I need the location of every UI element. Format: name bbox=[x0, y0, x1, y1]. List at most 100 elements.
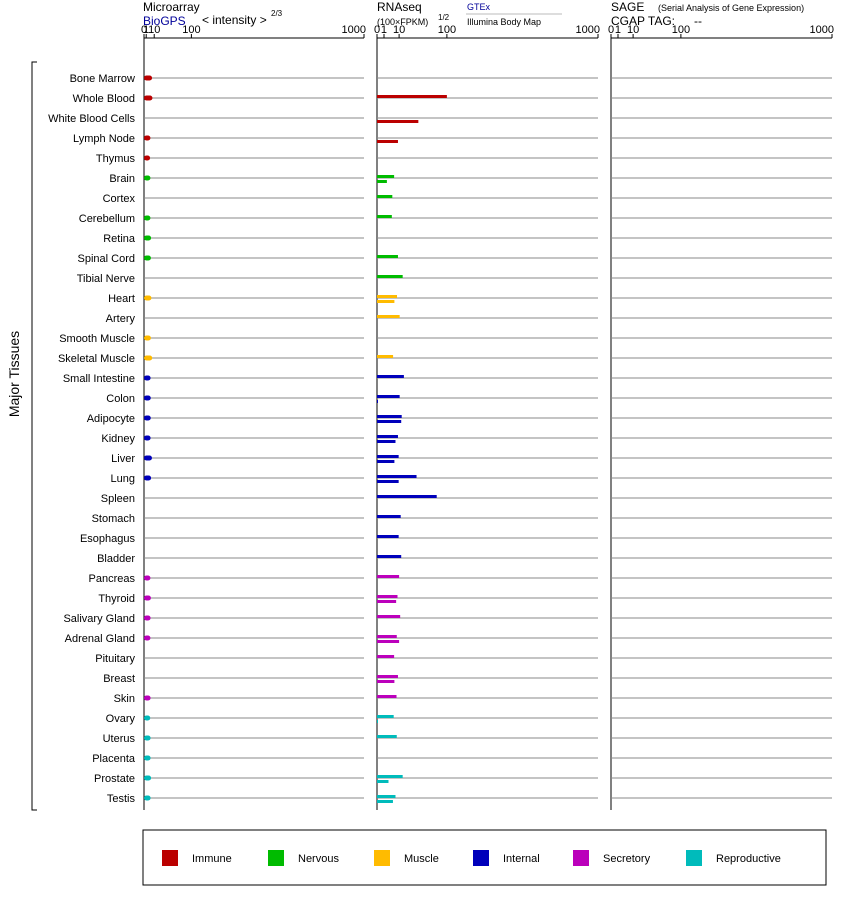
tissue-label: Testis bbox=[107, 793, 136, 805]
x-tick-label: 100 bbox=[672, 24, 690, 36]
ibm-bar bbox=[377, 180, 387, 183]
gtex-bar bbox=[377, 395, 400, 398]
microarray-bar bbox=[144, 795, 151, 801]
ibm-bar bbox=[377, 300, 395, 303]
microarray-bar bbox=[144, 635, 151, 641]
tissue-label: Cortex bbox=[103, 193, 136, 205]
gtex-bar bbox=[377, 255, 398, 258]
tissue-label: Tibial Nerve bbox=[77, 273, 135, 285]
microarray-bar bbox=[144, 615, 151, 621]
microarray-title: Microarray bbox=[143, 0, 200, 14]
ibm-bar bbox=[377, 800, 393, 803]
gtex-bar bbox=[377, 535, 399, 538]
microarray-bar bbox=[144, 95, 153, 101]
gtex-bar bbox=[377, 435, 398, 438]
microarray-bar bbox=[144, 215, 151, 221]
rnaseq-panel: 0 1 10 100 1000 bbox=[374, 24, 600, 810]
tissue-label: Ovary bbox=[106, 713, 136, 725]
microarray-bar bbox=[144, 355, 153, 361]
microarray-bar bbox=[144, 475, 152, 481]
legend-swatch bbox=[573, 850, 589, 866]
microarray-bar bbox=[144, 715, 151, 721]
ibm-bar bbox=[377, 480, 399, 483]
gtex-bar bbox=[377, 655, 395, 658]
gtex-bar bbox=[377, 475, 417, 478]
gtex-bar bbox=[377, 295, 398, 298]
ibm-bar bbox=[377, 420, 402, 423]
tissue-label: Bone Marrow bbox=[70, 73, 135, 85]
microarray-bar bbox=[144, 455, 152, 461]
tissue-label: Spleen bbox=[101, 493, 135, 505]
microarray-bar bbox=[144, 295, 152, 301]
microarray-bar bbox=[144, 415, 151, 421]
legend-label: Internal bbox=[503, 853, 540, 865]
x-tick-label: 10 bbox=[148, 24, 160, 36]
tissue-bracket bbox=[31, 61, 37, 811]
gtex-link[interactable]: GTEx bbox=[467, 2, 491, 12]
tissue-label: Lung bbox=[111, 473, 135, 485]
tissue-label: Breast bbox=[103, 673, 135, 685]
gtex-bar bbox=[377, 275, 403, 278]
tissue-label: Small Intestine bbox=[63, 373, 135, 385]
tissue-label: Whole Blood bbox=[73, 93, 135, 105]
microarray-bar bbox=[144, 255, 151, 261]
biogps-link[interactable]: BioGPS bbox=[143, 14, 186, 28]
gtex-bar bbox=[377, 215, 392, 218]
ibm-bar bbox=[377, 460, 395, 463]
gtex-bar bbox=[377, 355, 394, 358]
tissue-label: Esophagus bbox=[80, 533, 136, 545]
microarray-bar bbox=[144, 375, 151, 381]
legend-label: Reproductive bbox=[716, 853, 781, 865]
tissue-label: Placenta bbox=[92, 753, 136, 765]
ibm-bar bbox=[377, 120, 419, 123]
tissue-label: Adipocyte bbox=[87, 413, 135, 425]
x-tick-label: 1 bbox=[143, 24, 149, 36]
x-tick-label: 0 bbox=[374, 24, 380, 36]
sage-title-note: (Serial Analysis of Gene Expression) bbox=[658, 3, 804, 13]
tissue-label: Adrenal Gland bbox=[65, 633, 135, 645]
microarray-subtitle: < intensity > bbox=[202, 13, 267, 27]
tissue-label: Colon bbox=[106, 393, 135, 405]
x-tick-label: 1 bbox=[615, 24, 621, 36]
tissue-label: Thymus bbox=[96, 153, 136, 165]
microarray-bar bbox=[144, 155, 151, 161]
tissue-label: Brain bbox=[109, 173, 135, 185]
gtex-bar bbox=[377, 735, 397, 738]
tissue-label: Pituitary bbox=[95, 653, 135, 665]
tissue-label: Skeletal Muscle bbox=[58, 353, 135, 365]
tissue-label: Liver bbox=[111, 453, 135, 465]
microarray-bar bbox=[144, 235, 152, 241]
microarray-bar bbox=[144, 695, 151, 701]
legend-swatch bbox=[473, 850, 489, 866]
gtex-bar bbox=[377, 175, 395, 178]
tissue-label: White Blood Cells bbox=[48, 113, 135, 125]
x-tick-label: 1000 bbox=[342, 24, 366, 36]
gtex-bar bbox=[377, 455, 399, 458]
legend-swatch bbox=[268, 850, 284, 866]
rnaseq-exponent: 1/2 bbox=[438, 13, 450, 22]
gtex-bar bbox=[377, 675, 398, 678]
microarray-bar bbox=[144, 755, 151, 761]
microarray-bar bbox=[144, 575, 151, 581]
ibm-bar bbox=[377, 600, 397, 603]
tissue-label: Spinal Cord bbox=[78, 253, 135, 265]
tissue-label: Skin bbox=[114, 693, 135, 705]
legend: Immune Nervous Muscle Internal Secretory Repr… bbox=[162, 850, 781, 866]
gtex-bar bbox=[377, 375, 404, 378]
gtex-bar bbox=[377, 315, 400, 318]
x-tick-label: 10 bbox=[393, 24, 405, 36]
microarray-exponent: 2/3 bbox=[271, 9, 283, 18]
cgap-tag-label: CGAP TAG: bbox=[611, 14, 675, 28]
gtex-bar bbox=[377, 95, 447, 98]
tissue-label: Bladder bbox=[97, 553, 135, 565]
gtex-bar bbox=[377, 555, 402, 558]
gtex-bar bbox=[377, 795, 396, 798]
ibm-link[interactable]: Illumina Body Map bbox=[467, 17, 541, 27]
legend-label: Secretory bbox=[603, 853, 651, 865]
gtex-bar bbox=[377, 715, 394, 718]
ibm-bar bbox=[377, 680, 395, 683]
tissue-label: Retina bbox=[103, 233, 136, 245]
legend-label: Muscle bbox=[404, 853, 439, 865]
cgap-tag-value: -- bbox=[694, 14, 702, 28]
